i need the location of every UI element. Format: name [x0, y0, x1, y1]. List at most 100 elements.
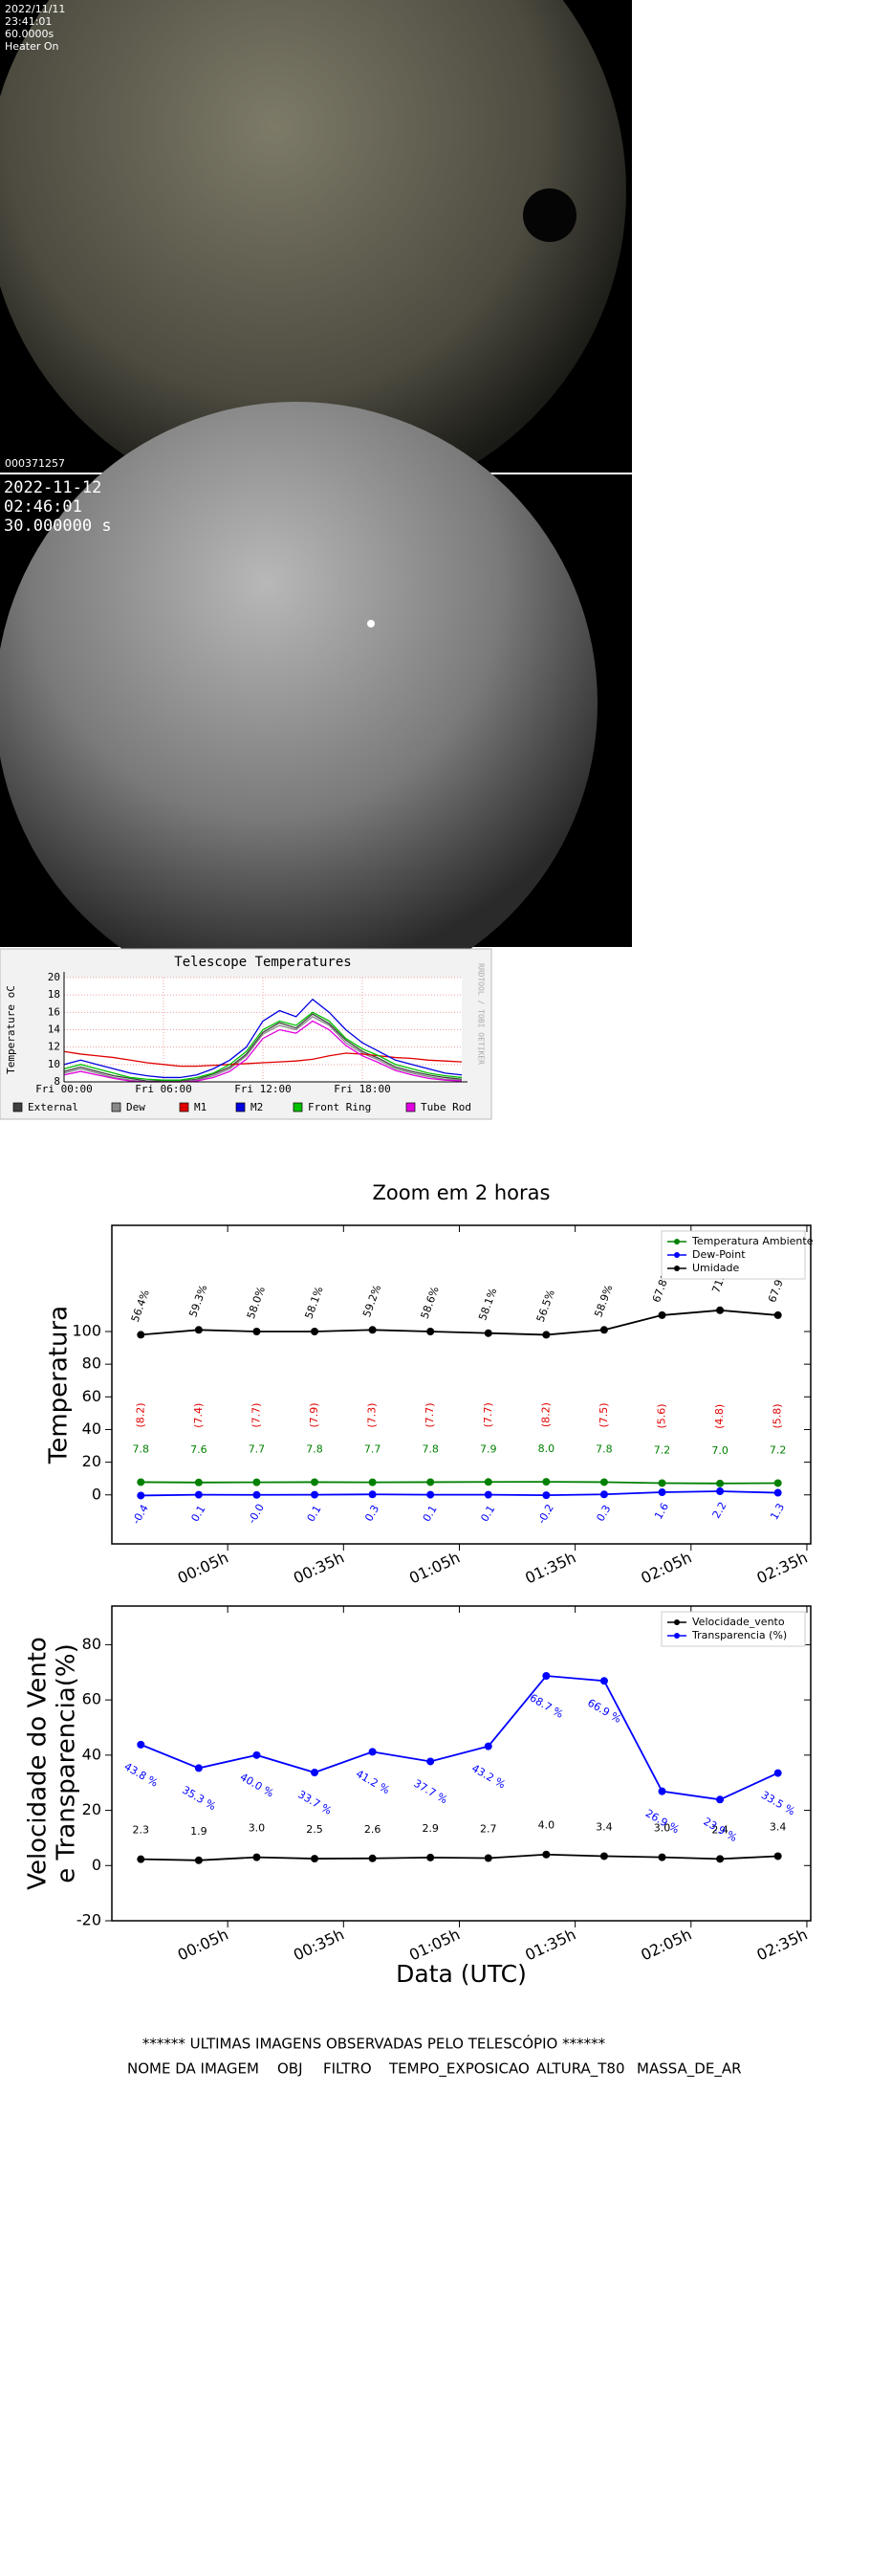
y-tick-label: 0 [92, 1485, 101, 1503]
plot-frame [111, 1224, 812, 1545]
data-point [716, 1795, 725, 1804]
data-label: 66.9 % [585, 1697, 623, 1726]
legend-swatch [111, 1102, 121, 1112]
x-tick-label: Fri 00:00 [35, 1083, 93, 1095]
data-point [773, 1479, 782, 1487]
data-label: 0.3 [594, 1503, 613, 1524]
data-label: 2.9 [422, 1822, 439, 1835]
series-line [63, 1013, 463, 1082]
data-label: 0.3 [362, 1503, 381, 1524]
series-line [141, 1481, 778, 1485]
data-point [599, 1852, 608, 1860]
data-point [542, 1491, 551, 1500]
legend-marker [674, 1252, 680, 1258]
sky-dome [0, 0, 626, 512]
x-tick-label: 01:35h [522, 1925, 578, 1964]
data-label: 37.7 % [412, 1777, 450, 1806]
data-label: 2.5 [306, 1823, 323, 1836]
data-label: 23.9 % [701, 1816, 739, 1844]
data-point [311, 1328, 319, 1335]
data-point [426, 1478, 435, 1486]
series-line [63, 1050, 463, 1068]
legend-label: Transparencia (%) [691, 1629, 787, 1641]
data-label: 7.0 [711, 1444, 729, 1457]
annotation: (5.6) [656, 1403, 668, 1428]
footer-heading: ****** ULTIMAS IMAGENS OBSERVADAS PELO T… [142, 2035, 606, 2053]
data-point [599, 1326, 608, 1334]
data-point [658, 1488, 666, 1497]
data-label: 2.2 [710, 1500, 729, 1521]
y-tick-label: 12 [48, 1041, 60, 1053]
annotation: (7.5) [598, 1402, 610, 1427]
legend-label: M1 [194, 1101, 207, 1113]
data-point [542, 1850, 551, 1859]
data-label: 33.5 % [759, 1789, 797, 1817]
data-point [137, 1740, 145, 1749]
data-point [426, 1328, 435, 1335]
y-tick-label: 80 [82, 1354, 101, 1373]
chart-title: Zoom em 2 horas [373, 1181, 551, 1204]
legend-swatch [235, 1102, 246, 1112]
x-tick-label: Fri 18:00 [334, 1083, 391, 1095]
x-axis-label: Data (UTC) [396, 1960, 527, 1988]
y-tick-label: 60 [82, 1387, 101, 1405]
data-label: 1.9 [190, 1825, 207, 1838]
y-tick-label: 20 [48, 971, 60, 983]
legend-label: Dew-Point [692, 1248, 746, 1261]
data-label: 7.6 [190, 1443, 207, 1456]
legend-label: Velocidade_vento [692, 1616, 785, 1628]
x-tick-label: 02:35h [754, 1925, 811, 1964]
y-tick-label: 60 [82, 1690, 101, 1708]
data-point [716, 1487, 725, 1496]
legend-label: External [28, 1101, 78, 1113]
data-point [658, 1787, 666, 1795]
x-tick-label: 01:05h [406, 1925, 463, 1964]
image-id: 000371257 [5, 457, 65, 470]
data-point [252, 1478, 261, 1486]
data-label: 41.2 % [354, 1768, 392, 1796]
annotation: 58.1% [302, 1285, 325, 1320]
data-point [194, 1764, 203, 1772]
annotation: (7.7) [482, 1402, 494, 1427]
y-tick-label: 40 [82, 1420, 101, 1438]
legend-label: Temperatura Ambiente [691, 1235, 814, 1247]
data-point [599, 1478, 608, 1486]
legend-label: Dew [126, 1101, 145, 1113]
annotation: 59.2% [360, 1283, 383, 1318]
footer-column: FILTRO [323, 2060, 372, 2078]
annotation: 58.6% [419, 1285, 442, 1320]
footer-column: ALTURA_T80 [536, 2060, 625, 2079]
data-label: 0.1 [305, 1504, 324, 1525]
data-label: 40.0 % [238, 1771, 276, 1799]
legend-marker [674, 1619, 680, 1625]
data-label: 7.8 [596, 1442, 613, 1455]
dome-obstruction [523, 188, 576, 242]
data-label: 7.8 [422, 1442, 439, 1455]
y-axis-label: e Transparencia(%) [53, 1643, 81, 1882]
data-point [252, 1328, 261, 1335]
y-tick-label: 20 [82, 1452, 101, 1470]
chart-title: Telescope Temperatures [174, 955, 351, 970]
sky-dome [0, 402, 598, 1004]
legend-label: Umidade [692, 1262, 740, 1274]
data-point [368, 1748, 377, 1756]
annotation: (8.2) [539, 1402, 552, 1427]
legend-label: Front Ring [308, 1101, 371, 1113]
data-label: 7.2 [770, 1443, 787, 1456]
x-tick-label: 00:05h [175, 1548, 231, 1587]
y-tick-label: 18 [48, 988, 60, 1001]
data-point [252, 1750, 261, 1759]
legend-swatch [405, 1102, 416, 1112]
annotation: 58.1% [476, 1287, 499, 1322]
data-label: 0.1 [478, 1504, 497, 1525]
data-label: 2.4 [711, 1823, 729, 1836]
annotation: 58.0% [245, 1285, 268, 1320]
data-point [368, 1490, 377, 1499]
data-point [426, 1853, 435, 1861]
data-label: 3.0 [654, 1822, 671, 1835]
series-line [63, 998, 463, 1079]
data-point [599, 1677, 608, 1685]
data-label: 0.1 [421, 1504, 440, 1525]
